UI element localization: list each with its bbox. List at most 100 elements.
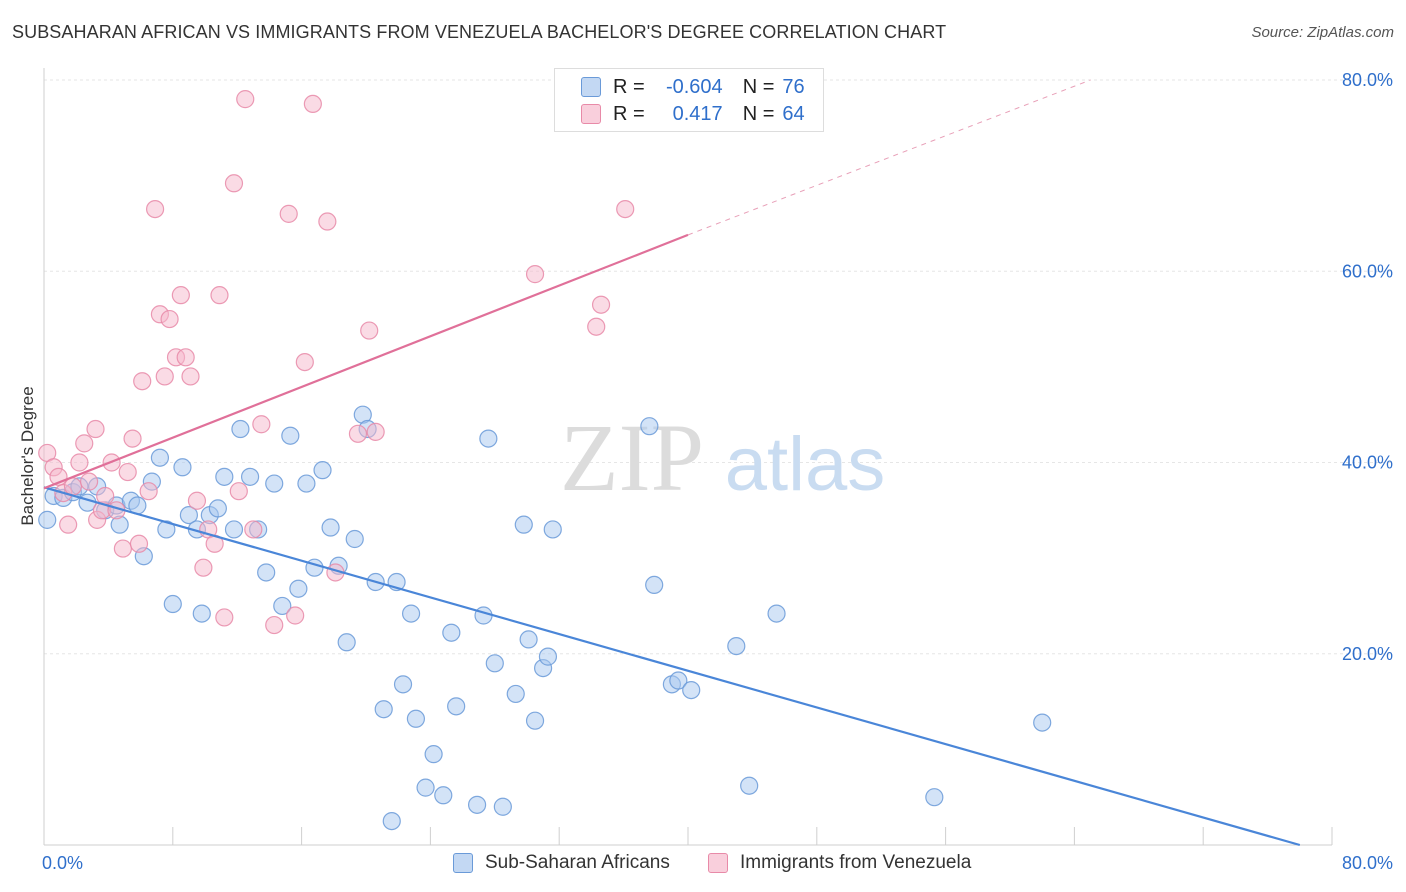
point-venezuela xyxy=(295,352,314,372)
y-tick-label: 40.0% xyxy=(1342,453,1393,473)
point-venezuela xyxy=(96,486,115,506)
point-subsaharan xyxy=(506,684,525,704)
n-value: 64 xyxy=(782,102,805,125)
chart-title: SUBSAHARAN AFRICAN VS IMMIGRANTS FROM VE… xyxy=(12,22,947,42)
point-venezuela xyxy=(286,606,305,625)
point-venezuela xyxy=(279,204,298,223)
point-venezuela xyxy=(160,309,179,329)
point-venezuela xyxy=(265,615,284,635)
point-subsaharan xyxy=(281,426,300,445)
legend-label: Immigrants from Venezuela xyxy=(740,852,972,873)
point-subsaharan xyxy=(740,776,759,795)
point-subsaharan xyxy=(434,786,453,805)
point-venezuela xyxy=(155,367,174,386)
point-venezuela xyxy=(244,520,263,539)
x-tick-label: 80.0% xyxy=(1342,853,1393,873)
point-venezuela xyxy=(59,515,78,534)
point-subsaharan xyxy=(208,499,227,518)
point-subsaharan xyxy=(424,745,443,764)
point-subsaharan xyxy=(925,788,944,807)
point-subsaharan xyxy=(257,563,276,582)
r-value: 0.417 xyxy=(672,102,723,125)
watermark: ZIP atlas xyxy=(560,404,885,511)
point-venezuela xyxy=(133,372,152,391)
point-venezuela xyxy=(63,477,83,496)
point-subsaharan xyxy=(514,515,533,534)
trendline-venezuela-extension xyxy=(687,79,1091,236)
point-subsaharan xyxy=(215,467,234,486)
legend-label: Sub-Saharan Africans xyxy=(485,852,670,873)
point-venezuela xyxy=(252,415,271,434)
axes-layer: 20.0% 40.0% 60.0% 80.0% 0.0% 80.0% xyxy=(42,68,1393,873)
y-tick-label: 80.0% xyxy=(1342,70,1393,90)
point-subsaharan xyxy=(38,510,57,529)
point-subsaharan xyxy=(337,633,356,652)
correlation-legend: R = -0.604 N = 76 R = 0.417 N = 64 xyxy=(554,68,824,132)
point-subsaharan xyxy=(393,675,413,694)
point-subsaharan xyxy=(265,474,284,493)
point-subsaharan xyxy=(401,604,421,623)
x-tick-label: 0.0% xyxy=(42,853,83,873)
pink-swatch xyxy=(581,104,601,124)
point-venezuela xyxy=(360,321,379,340)
point-subsaharan xyxy=(179,505,198,525)
point-subsaharan xyxy=(479,429,498,448)
blue-swatch xyxy=(581,77,601,97)
n-label: N = xyxy=(742,75,775,98)
pink-swatch xyxy=(708,853,728,873)
point-subsaharan xyxy=(447,697,466,716)
point-venezuela xyxy=(75,434,94,453)
point-venezuela xyxy=(215,608,234,627)
point-subsaharan xyxy=(345,529,364,549)
point-venezuela xyxy=(318,212,337,231)
watermark-zip: ZIP xyxy=(560,404,704,511)
n-value: 76 xyxy=(782,75,805,98)
point-venezuela xyxy=(303,94,322,114)
point-venezuela xyxy=(118,462,137,482)
point-venezuela xyxy=(181,367,200,386)
point-subsaharan xyxy=(485,654,504,673)
point-subsaharan xyxy=(538,647,558,666)
point-subsaharan xyxy=(543,520,562,539)
point-subsaharan xyxy=(442,623,461,642)
point-venezuela xyxy=(616,199,635,219)
point-subsaharan xyxy=(273,596,292,616)
point-venezuela xyxy=(366,422,385,441)
point-subsaharan xyxy=(321,518,340,537)
point-subsaharan xyxy=(640,417,659,436)
trendline-venezuela xyxy=(43,233,689,490)
trendline-layer xyxy=(43,79,1301,847)
point-venezuela xyxy=(79,472,99,491)
point-subsaharan xyxy=(163,594,182,614)
point-subsaharan xyxy=(767,604,786,623)
grid-layer xyxy=(44,79,1392,655)
point-venezuela xyxy=(145,199,165,219)
point-subsaharan xyxy=(382,811,401,831)
point-venezuela xyxy=(123,429,142,448)
series-legend: Sub-Saharan Africans Immigrants from Ven… xyxy=(0,852,1406,878)
point-subsaharan xyxy=(519,630,538,649)
point-venezuela xyxy=(591,295,611,314)
y-axis-label: Bachelor's Degree xyxy=(18,386,37,525)
legend-item-venezuela: Immigrants from Venezuela xyxy=(708,852,971,874)
point-subsaharan xyxy=(289,579,308,598)
point-subsaharan xyxy=(240,467,260,486)
point-venezuela xyxy=(70,453,89,472)
point-subsaharan xyxy=(525,711,545,730)
point-venezuela xyxy=(187,491,207,510)
point-venezuela xyxy=(224,174,244,193)
point-venezuela xyxy=(587,317,606,336)
point-venezuela xyxy=(210,286,229,305)
point-subsaharan xyxy=(157,520,176,539)
point-venezuela xyxy=(236,90,255,109)
y-tick-label: 20.0% xyxy=(1342,644,1393,664)
legend-item-subsaharan: Sub-Saharan Africans xyxy=(453,852,670,874)
point-subsaharan xyxy=(406,709,426,728)
points-layer xyxy=(38,90,1052,831)
point-subsaharan xyxy=(374,700,393,719)
point-subsaharan xyxy=(474,606,493,625)
point-subsaharan xyxy=(231,419,250,439)
point-venezuela xyxy=(113,539,132,558)
point-subsaharan xyxy=(493,797,512,816)
point-subsaharan xyxy=(150,448,170,467)
